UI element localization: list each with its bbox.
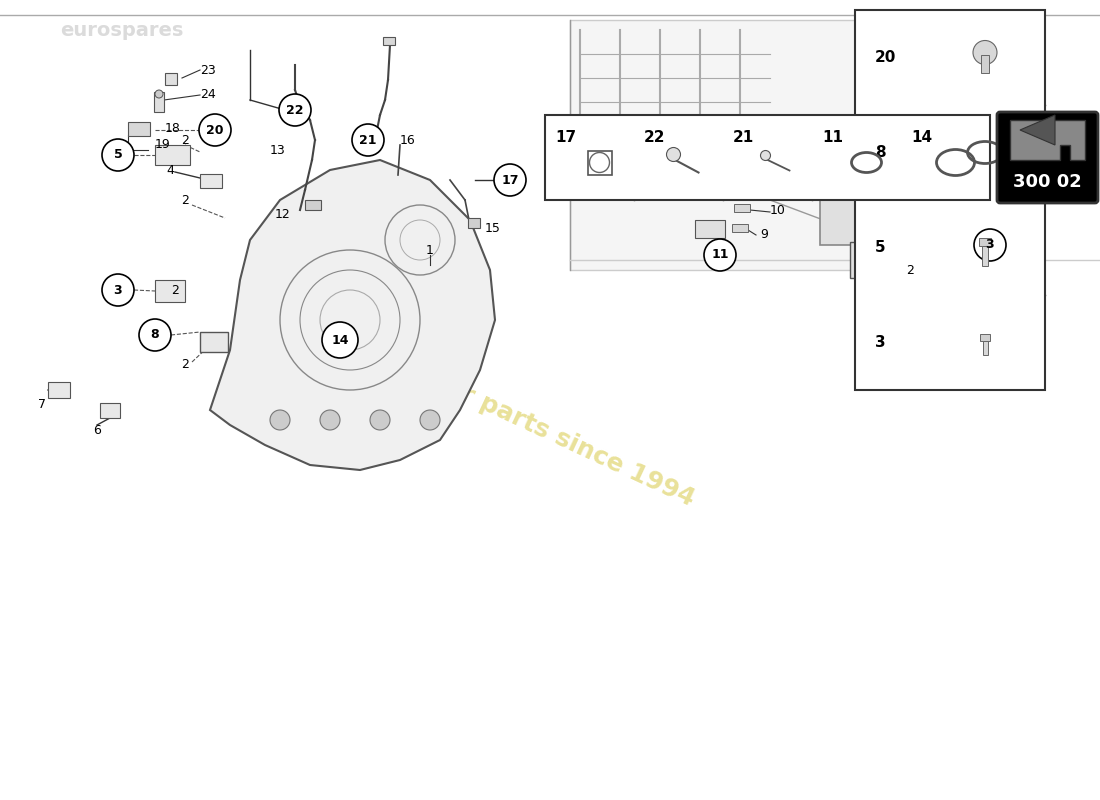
Text: 22: 22 xyxy=(286,103,304,117)
Polygon shape xyxy=(1010,120,1085,160)
Text: 2: 2 xyxy=(906,263,914,277)
Bar xyxy=(128,122,150,136)
Text: 2: 2 xyxy=(172,283,179,297)
Text: 23: 23 xyxy=(200,63,216,77)
Bar xyxy=(165,73,177,85)
Bar xyxy=(570,20,990,270)
Circle shape xyxy=(279,94,311,126)
Circle shape xyxy=(102,139,134,171)
Text: 12: 12 xyxy=(274,209,290,222)
Bar xyxy=(48,382,70,398)
Bar xyxy=(732,224,748,232)
Bar xyxy=(910,195,975,255)
Circle shape xyxy=(667,147,681,162)
Text: a passion for parts since 1994: a passion for parts since 1994 xyxy=(301,309,698,511)
Circle shape xyxy=(494,164,526,196)
Text: 19: 19 xyxy=(155,138,170,151)
Bar xyxy=(855,10,1045,390)
Text: 20: 20 xyxy=(207,123,223,137)
Bar xyxy=(981,54,989,73)
Text: 8: 8 xyxy=(874,145,886,160)
Circle shape xyxy=(352,124,384,156)
Circle shape xyxy=(974,41,997,65)
FancyBboxPatch shape xyxy=(997,112,1098,203)
Text: 1: 1 xyxy=(426,243,433,257)
Bar xyxy=(982,246,988,266)
Text: 3: 3 xyxy=(986,238,994,251)
Circle shape xyxy=(139,319,170,351)
Text: 21: 21 xyxy=(360,134,376,146)
Bar xyxy=(155,280,185,302)
Polygon shape xyxy=(210,160,495,470)
Bar xyxy=(154,92,164,112)
Text: 24: 24 xyxy=(200,89,216,102)
Circle shape xyxy=(420,410,440,430)
Text: 2: 2 xyxy=(182,358,189,371)
Circle shape xyxy=(102,274,134,306)
Circle shape xyxy=(320,410,340,430)
Text: 7: 7 xyxy=(39,398,46,411)
Text: 16: 16 xyxy=(400,134,416,146)
Bar xyxy=(695,220,725,238)
Bar xyxy=(982,341,988,354)
Bar xyxy=(850,242,890,278)
Text: 5: 5 xyxy=(113,149,122,162)
Circle shape xyxy=(704,239,736,271)
Bar xyxy=(155,145,190,165)
Bar xyxy=(305,200,321,210)
Circle shape xyxy=(760,150,770,161)
Text: 11: 11 xyxy=(822,130,843,145)
Circle shape xyxy=(370,410,390,430)
Bar xyxy=(383,37,395,45)
Polygon shape xyxy=(1020,115,1055,145)
Text: 13: 13 xyxy=(270,143,285,157)
Bar xyxy=(468,218,480,228)
Text: 300 02: 300 02 xyxy=(1013,173,1082,191)
Bar xyxy=(734,204,750,212)
Text: 3: 3 xyxy=(113,283,122,297)
Text: 20: 20 xyxy=(874,50,896,65)
Text: 17: 17 xyxy=(556,130,576,145)
Bar xyxy=(544,115,990,200)
Text: 2: 2 xyxy=(182,194,189,206)
Bar xyxy=(980,334,990,341)
Bar xyxy=(100,403,120,418)
Circle shape xyxy=(155,90,163,98)
Circle shape xyxy=(199,114,231,146)
Circle shape xyxy=(322,322,358,358)
Bar xyxy=(587,150,612,174)
Circle shape xyxy=(974,229,1006,261)
Text: 22: 22 xyxy=(644,130,666,145)
Text: 3: 3 xyxy=(874,335,886,350)
Bar xyxy=(200,174,222,188)
Bar xyxy=(200,332,228,352)
Text: 4: 4 xyxy=(166,163,174,177)
Text: 10: 10 xyxy=(770,203,785,217)
Bar xyxy=(820,195,900,245)
Text: 11: 11 xyxy=(712,249,728,262)
Text: 17: 17 xyxy=(502,174,519,186)
Bar xyxy=(979,238,991,246)
Text: 18: 18 xyxy=(165,122,180,134)
Text: 15: 15 xyxy=(485,222,501,234)
Text: 2: 2 xyxy=(182,134,189,146)
Text: 5: 5 xyxy=(874,240,886,255)
Circle shape xyxy=(270,410,290,430)
Text: 9: 9 xyxy=(760,229,768,242)
Text: eurospares: eurospares xyxy=(60,21,184,39)
Text: 21: 21 xyxy=(733,130,755,145)
Text: 14: 14 xyxy=(911,130,932,145)
Text: 6: 6 xyxy=(94,423,101,437)
Text: 8: 8 xyxy=(151,329,160,342)
Text: 14: 14 xyxy=(331,334,349,346)
